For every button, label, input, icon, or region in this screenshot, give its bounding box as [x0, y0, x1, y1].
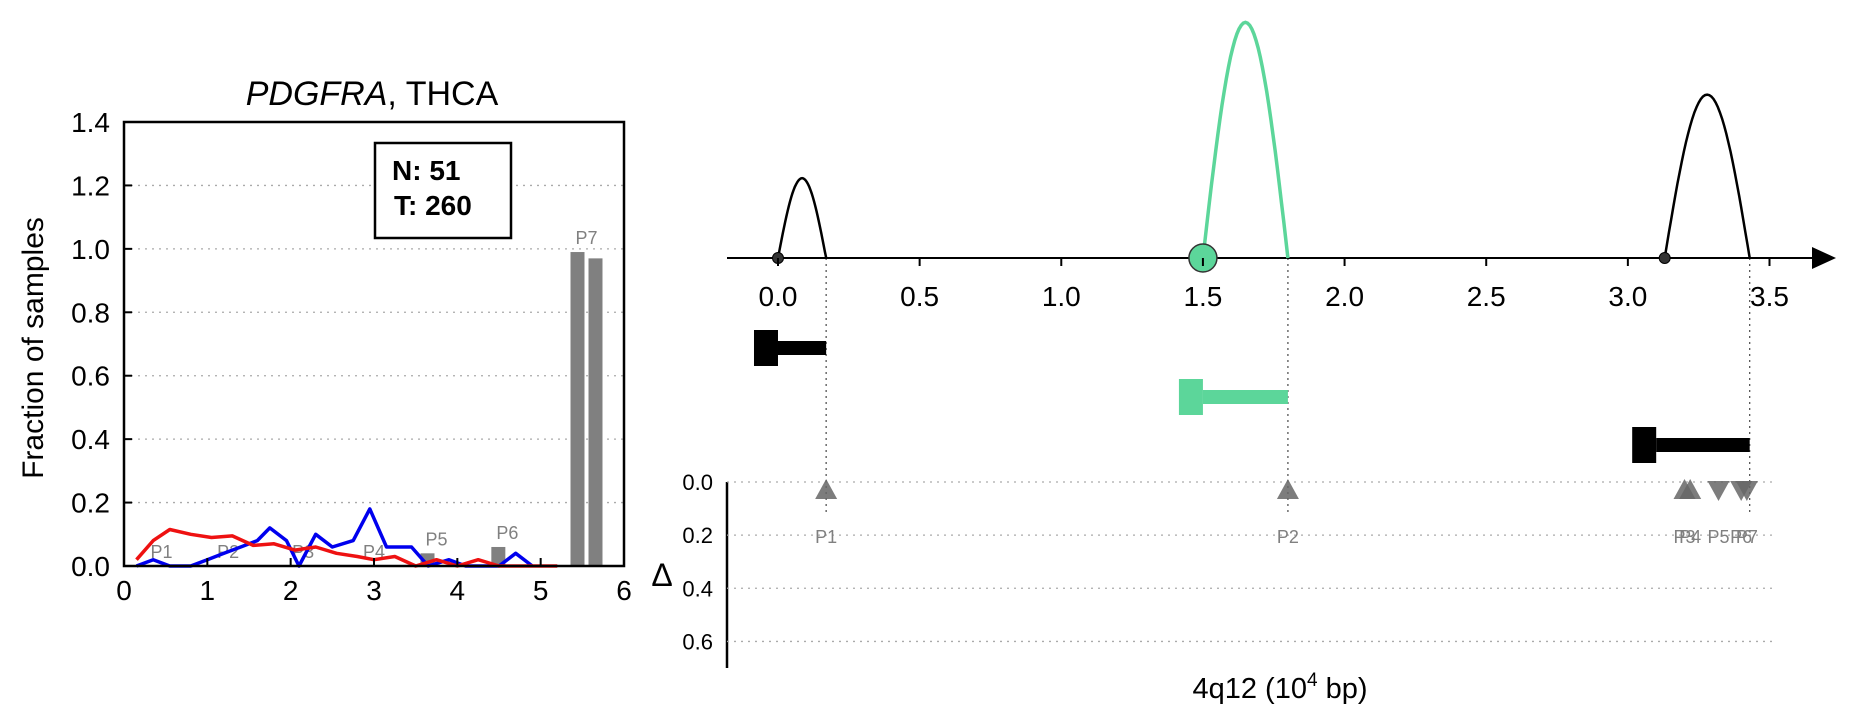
left-x-tick-label: 1 — [200, 575, 216, 606]
transcript-bar — [1656, 438, 1750, 452]
left-y-tick-label: 1.0 — [71, 234, 110, 265]
left-y-tick-label: 0.2 — [71, 488, 110, 519]
right-x-tick-label: 2.0 — [1325, 281, 1364, 312]
left-series-line — [135, 507, 534, 568]
left-x-tick-label: 2 — [283, 575, 299, 606]
transcript-markers — [753, 330, 1750, 463]
transcript-head — [1178, 379, 1203, 415]
transcript-head — [1632, 427, 1657, 463]
left-x-tick-label: 5 — [533, 575, 549, 606]
exon-start-dot-icon — [1658, 252, 1671, 264]
left-y-tick-label: 0.8 — [71, 297, 110, 328]
left-y-axis-label: Fraction of samples — [17, 217, 50, 479]
legend-tumor-count: T: 260 — [394, 190, 472, 221]
legend-box — [373, 141, 513, 240]
right-x-ticks: 0.0 0.5 1.0 1.5 2.0 2.5 3.0 3.5 — [759, 258, 1789, 312]
left-y-tick-label: 0.6 — [71, 361, 110, 392]
left-x-tick-label: 4 — [450, 575, 466, 606]
title-rest: , THCA — [387, 75, 498, 113]
delta-marker-triangle-icon — [1276, 478, 1299, 499]
axis-arrow-icon — [1812, 247, 1836, 269]
right-x-tick-label: 3.0 — [1608, 281, 1647, 312]
transcript-bar — [1202, 390, 1288, 404]
exon-arc — [1663, 93, 1751, 259]
delta-tick-label: 0.6 — [682, 629, 713, 654]
transcript-head — [753, 330, 778, 366]
right-x-tick-label: 1.5 — [1183, 281, 1222, 312]
exon-arc — [776, 176, 828, 259]
delta-marker-label: P5 — [1707, 527, 1729, 547]
exon-arcs — [771, 20, 1751, 273]
delta-tick-label: 0.4 — [682, 576, 713, 601]
left-y-ticks: 0.0 0.2 0.4 0.6 0.8 1.0 1.2 1.4 — [71, 107, 132, 582]
left-series-line — [135, 527, 558, 568]
xlabel-main: 4q12 (10 — [1192, 673, 1307, 705]
right-chart: 0.0 0.5 1.0 1.5 2.0 2.5 3.0 3.5 Δ 0.00.20.40.6 … — [651, 20, 1836, 705]
genomic-axis — [727, 247, 1836, 269]
right-x-tick-label: 2.5 — [1467, 281, 1506, 312]
right-x-tick-label: 0.5 — [900, 281, 939, 312]
delta-marker-label: P2 — [1277, 527, 1299, 547]
legend-normal-count: N: 51 — [392, 155, 460, 186]
left-x-ticks: 0 1 2 3 4 5 6 — [116, 558, 632, 606]
left-x-tick-label: 6 — [616, 575, 632, 606]
delta-marker-label: P6 — [1730, 527, 1752, 547]
delta-tick-label: 0.2 — [682, 523, 713, 548]
delta-gridlines: 0.0 0.2 0.4 0.6 — [682, 470, 1777, 654]
delta-marker-triangle-icon — [1735, 480, 1758, 501]
left-bar-label: P7 — [575, 228, 597, 248]
title-gene: PDGFRA — [246, 75, 388, 113]
delta-marker-triangle-icon — [1707, 480, 1730, 501]
right-x-axis-label: 4q12 (104 bp) — [1192, 670, 1367, 705]
delta-tick-label: 0.0 — [682, 470, 713, 495]
sample-count-legend: N: 51 T: 260 — [373, 141, 513, 240]
delta-marker-triangle-icon — [815, 478, 838, 499]
left-y-tick-label: 1.2 — [71, 170, 110, 201]
left-bar-label: P1 — [150, 542, 172, 562]
left-bar — [588, 258, 603, 566]
delta-marker-label: P7 — [1736, 527, 1758, 547]
left-y-tick-label: 0.0 — [71, 551, 110, 582]
transcript-bar — [777, 341, 827, 355]
right-x-tick-label: 3.5 — [1750, 281, 1789, 312]
left-y-tick-label: 1.4 — [71, 107, 110, 138]
delta-marker-triangle-icon — [1679, 478, 1702, 499]
delta-marker-label: P4 — [1679, 527, 1701, 547]
delta-panel: Δ — [651, 482, 729, 668]
exon-arc — [1201, 20, 1290, 259]
right-guide-lines — [825, 258, 1751, 514]
left-bar-label: P5 — [425, 529, 447, 549]
left-chart: PDGFRA, THCA Fraction of samples P1 P2 P3 P… — [17, 75, 632, 606]
left-bar — [570, 252, 585, 566]
left-y-tick-label: 0.4 — [71, 424, 110, 455]
delta-marker-label: P1 — [815, 527, 837, 547]
delta-marker-label: P3 — [1674, 527, 1696, 547]
right-x-tick-label: 0.0 — [759, 281, 798, 312]
delta-axis-label: Δ — [651, 557, 672, 593]
xlabel-exponent: 4 — [1307, 670, 1318, 691]
left-chart-title: PDGFRA, THCA — [246, 75, 499, 113]
xlabel-unit: bp) — [1318, 673, 1368, 705]
left-bar — [491, 546, 506, 566]
left-x-tick-label: 3 — [366, 575, 382, 606]
left-x-tick-label: 0 — [116, 575, 132, 606]
right-x-tick-label: 1.0 — [1042, 281, 1081, 312]
left-bar-label: P6 — [496, 523, 518, 543]
